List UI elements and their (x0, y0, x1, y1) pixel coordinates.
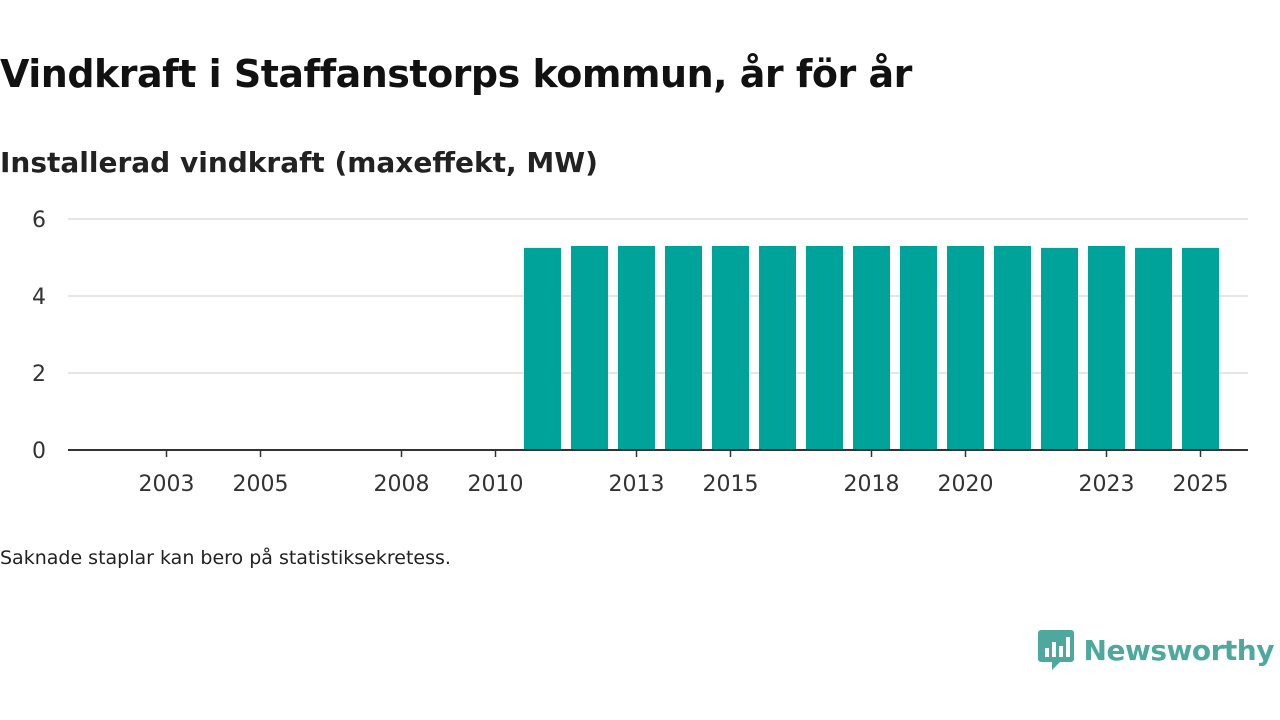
x-tick-label-2020: 2020 (938, 472, 994, 497)
bar-2022 (1041, 247, 1078, 450)
x-tick-label-2003: 2003 (139, 472, 195, 497)
bar-2018 (853, 245, 890, 450)
footnote: Saknade staplar kan bero på statistiksek… (0, 547, 451, 569)
bar-2015 (712, 245, 749, 450)
bar-2025 (1182, 247, 1219, 450)
chart-area: 0 2 4 6 2003 2005 2008 2010 2013 2015 2018 2020 2023… (0, 190, 1280, 510)
bar-2012 (571, 245, 608, 450)
y-tick-label-4: 4 (32, 285, 46, 310)
brand-name: Newsworthy (1083, 633, 1275, 667)
x-tick-label-2013: 2013 (609, 472, 665, 497)
bar-2021 (994, 245, 1031, 450)
bar-2016 (759, 245, 796, 450)
bar-chart: 0 2 4 6 2003 2005 2008 2010 2013 2015 2018 2020 2023… (32, 208, 1248, 497)
x-tick-label-2005: 2005 (233, 472, 289, 497)
y-tick-label-6: 6 (32, 208, 46, 233)
x-tick-label-2018: 2018 (844, 472, 900, 497)
chart-title: Vindkraft i Staffanstorps kommun, år för… (0, 52, 912, 96)
x-tick-label-2008: 2008 (374, 472, 430, 497)
bar-2013 (618, 245, 655, 450)
y-tick-label-0: 0 (32, 439, 46, 464)
bar-2023 (1088, 245, 1125, 450)
brand[interactable]: Newsworthy (1037, 628, 1275, 672)
chart-subtitle: Installerad vindkraft (maxeffekt, MW) (0, 146, 598, 179)
bar-2019 (900, 245, 937, 450)
bar-2020 (947, 245, 984, 450)
bar-2014 (665, 245, 702, 450)
newsworthy-logo-icon (1037, 630, 1074, 670)
bar-2011 (524, 247, 561, 450)
bar-2017 (806, 245, 843, 450)
y-tick-label-2: 2 (32, 362, 46, 387)
x-tick-label-2023: 2023 (1079, 472, 1135, 497)
x-tick-label-2010: 2010 (468, 472, 524, 497)
x-tick-label-2025: 2025 (1173, 472, 1229, 497)
x-tick-label-2015: 2015 (703, 472, 759, 497)
bar-2024 (1135, 247, 1172, 450)
